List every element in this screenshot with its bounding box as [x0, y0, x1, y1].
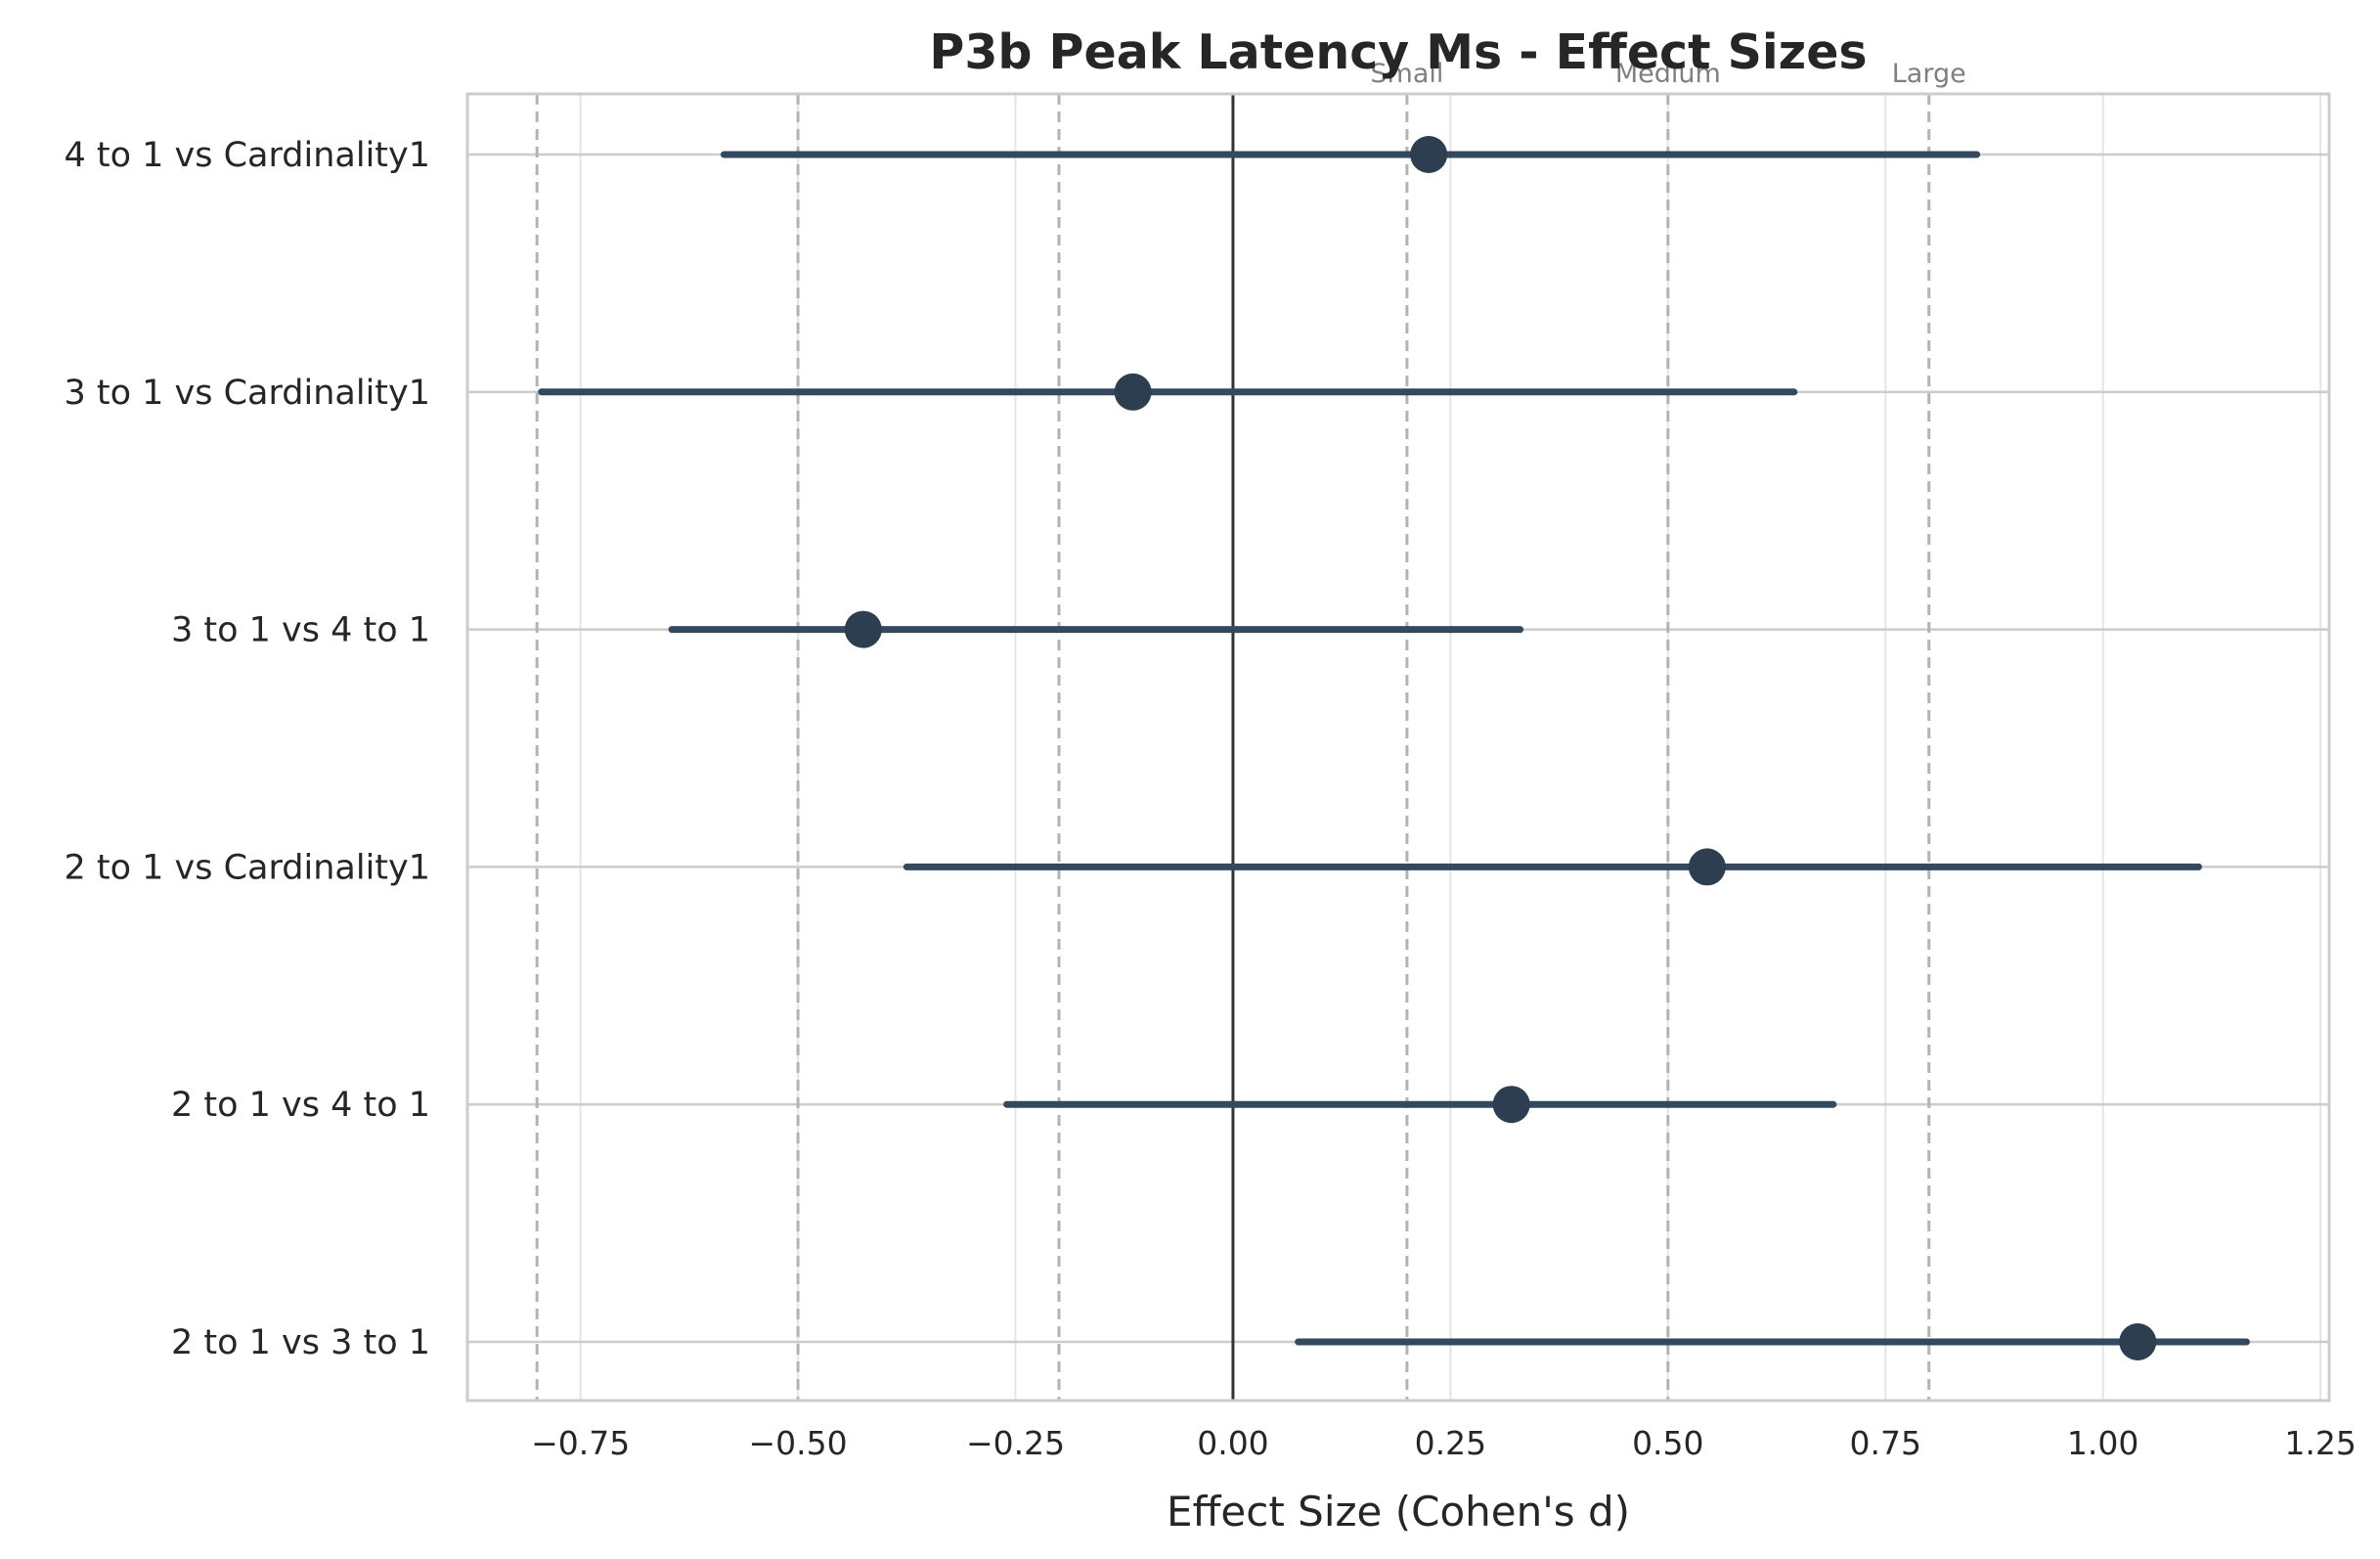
x-tick-label-7: 1.00	[2067, 1424, 2138, 1462]
chart-title: P3b Peak Latency Ms - Effect Sizes	[929, 24, 1867, 80]
y-category-labels: 4 to 1 vs Cardinality1 3 to 1 vs Cardinal…	[64, 136, 430, 1362]
x-tick-label-4: 0.25	[1415, 1424, 1486, 1462]
data-layer	[538, 136, 2250, 1360]
category-label-1: 3 to 1 vs Cardinality1	[64, 374, 430, 413]
effect-point-4	[1492, 1086, 1530, 1124]
category-label-2: 3 to 1 vs 4 to 1	[171, 611, 430, 650]
x-tick-label-6: 0.75	[1850, 1424, 1921, 1462]
reference-label-3: Small	[1370, 59, 1443, 89]
x-tick-label-2: −0.25	[966, 1424, 1065, 1462]
x-tick-label-0: −0.75	[531, 1424, 630, 1462]
effect-point-1	[1114, 373, 1152, 411]
x-tick-label-5: 0.50	[1632, 1424, 1703, 1462]
reference-label-4: Medium	[1615, 59, 1721, 89]
x-tick-label-3: 0.00	[1197, 1424, 1268, 1462]
reference-lines: Small Medium Large	[535, 59, 1966, 1401]
category-label-3: 2 to 1 vs Cardinality1	[64, 848, 430, 887]
category-label-5: 2 to 1 vs 3 to 1	[171, 1323, 430, 1362]
category-label-0: 4 to 1 vs Cardinality1	[64, 136, 430, 175]
effect-point-0	[1410, 136, 1448, 173]
effect-point-5	[2119, 1323, 2157, 1360]
category-label-4: 2 to 1 vs 4 to 1	[171, 1086, 430, 1125]
x-tick-label-1: −0.50	[749, 1424, 848, 1462]
effect-point-2	[844, 610, 882, 648]
x-tick-label-8: 1.25	[2284, 1424, 2356, 1462]
reference-label-5: Large	[1892, 59, 1966, 89]
plot-frame	[465, 92, 2331, 1403]
x-tick-labels: −0.75 −0.50 −0.25 0.00 0.25 0.50 0.75 1.00 1.25	[531, 1424, 2357, 1462]
x-axis-title: Effect Size (Cohen's d)	[1167, 1488, 1630, 1536]
effect-point-3	[1688, 848, 1726, 886]
